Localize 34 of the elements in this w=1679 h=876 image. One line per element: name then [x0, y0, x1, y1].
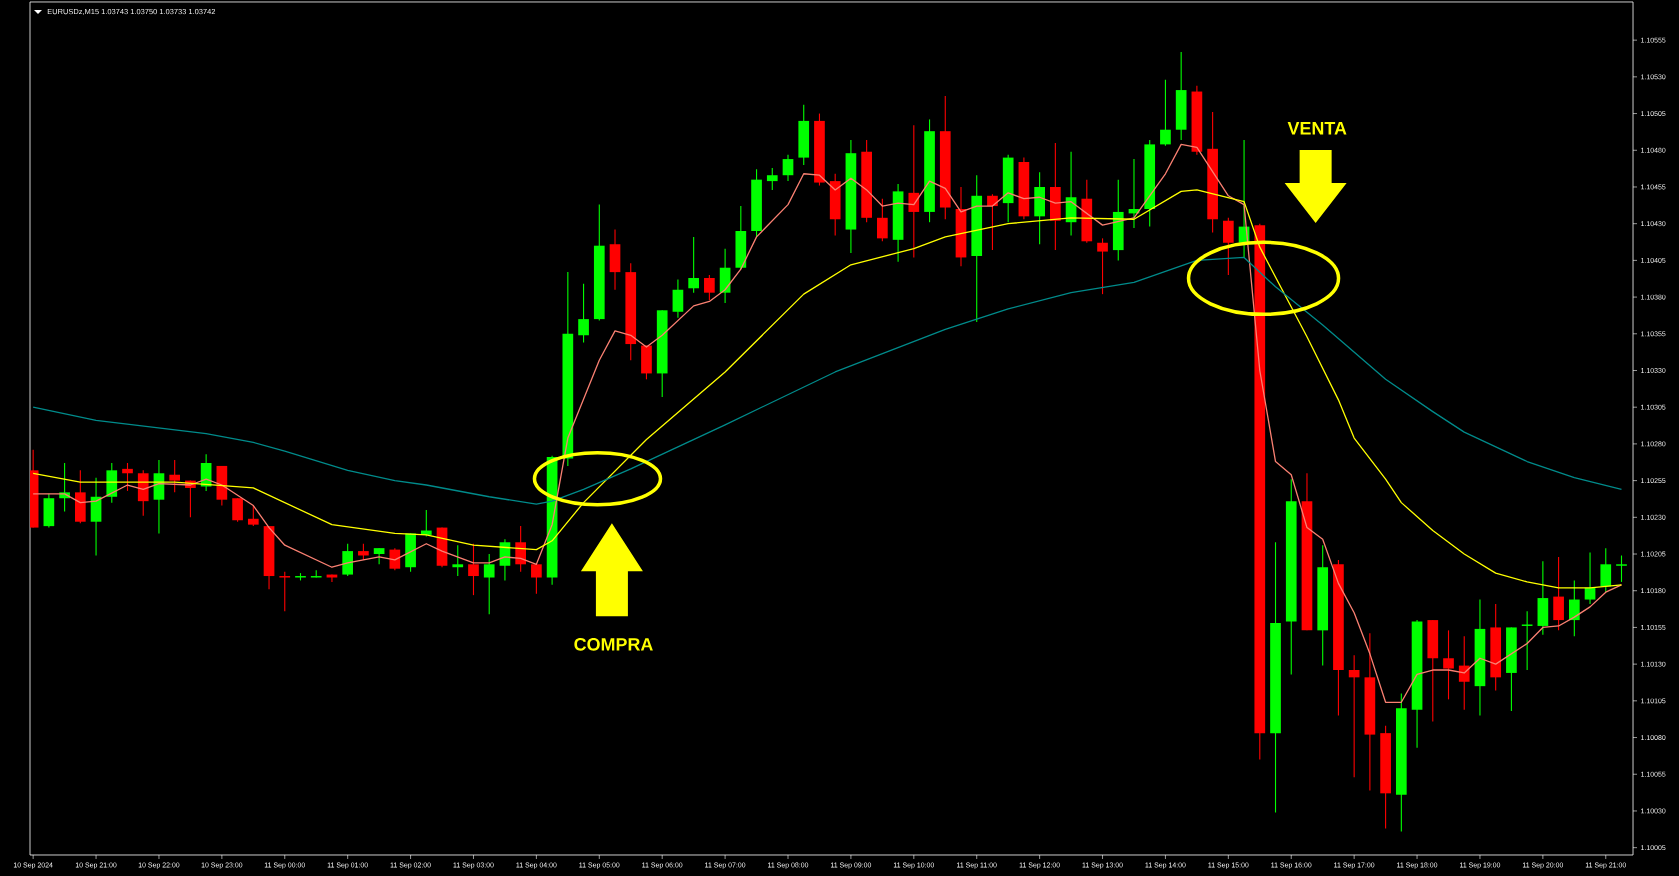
- candlestick: [766, 167, 778, 191]
- candlestick: [531, 563, 542, 595]
- candlestick: [1600, 547, 1612, 593]
- candlestick: [688, 236, 699, 294]
- candlestick: [483, 553, 495, 615]
- candlestick: [247, 505, 259, 527]
- candlestick: [1568, 579, 1580, 637]
- line-series: [32, 256, 1623, 505]
- annotation: VENTA: [1287, 122, 1347, 135]
- annotation: COMPRA: [574, 637, 653, 651]
- candlestick: [1097, 237, 1108, 295]
- candlestick: [1616, 554, 1627, 583]
- candlestick: [452, 544, 464, 577]
- candlestick: [1458, 635, 1470, 711]
- candlestick: [1160, 79, 1171, 147]
- candlestick: [908, 124, 920, 258]
- candlestick: [1553, 556, 1564, 631]
- candlestick: [342, 543, 354, 577]
- candlestick: [468, 543, 479, 596]
- candlestick: [1521, 610, 1533, 671]
- candlestick: [704, 274, 715, 301]
- candlestick: [672, 278, 684, 319]
- candlestick: [1443, 629, 1454, 700]
- candlestick: [122, 462, 133, 492]
- candlestick: [1222, 217, 1234, 276]
- candlestick: [1348, 654, 1360, 778]
- candlestick: [578, 283, 589, 344]
- candlestick: [169, 459, 181, 493]
- candlestick: [1584, 552, 1596, 605]
- candlestick: [326, 574, 338, 583]
- candlestick: [782, 154, 794, 182]
- candlestick: [279, 571, 291, 612]
- candlestick: [877, 198, 888, 242]
- candlestick: [232, 497, 243, 523]
